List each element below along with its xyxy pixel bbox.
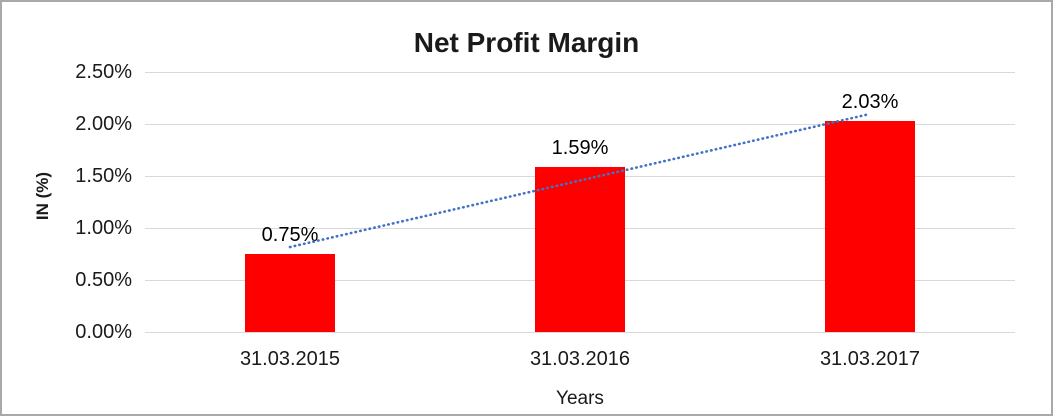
y-tick-label: 1.00% [75, 217, 132, 239]
chart-title: Net Profit Margin [413, 27, 640, 58]
y-tick-label: 0.00% [75, 321, 132, 343]
x-axis-title: Years [556, 388, 604, 409]
gridline [145, 72, 1015, 73]
bar-data-label: 1.59% [551, 136, 609, 159]
bar [535, 166, 625, 332]
bar-data-label: 2.03% [841, 90, 899, 113]
y-tick-label: 2.50% [75, 61, 132, 83]
x-tick-label: 31.03.2017 [819, 348, 921, 370]
gridline [145, 332, 1015, 333]
bar [245, 254, 335, 332]
bar [825, 120, 915, 332]
x-tick-label: 31.03.2016 [529, 348, 631, 370]
y-tick-label: 2.00% [75, 113, 132, 135]
bar-data-label: 0.75% [261, 224, 319, 246]
x-tick-label: 31.03.2015 [239, 348, 341, 370]
y-tick-label: 0.50% [75, 269, 132, 291]
y-tick-label: 1.50% [75, 165, 132, 187]
